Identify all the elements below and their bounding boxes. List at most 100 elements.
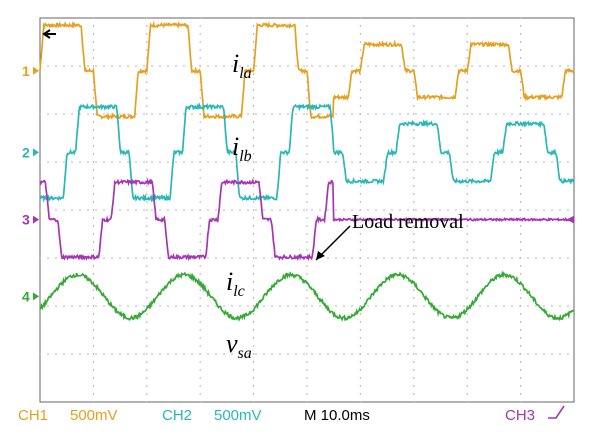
grid-dot: [263, 65, 265, 67]
grid-dot: [92, 209, 94, 211]
grid-dot: [159, 353, 161, 355]
grid-dot: [92, 345, 94, 347]
grid-dot: [511, 161, 513, 163]
grid-dot: [175, 113, 177, 115]
grid-dot: [253, 273, 255, 275]
grid-dot: [306, 241, 308, 243]
grid-dot: [520, 377, 522, 379]
grid-dot: [303, 305, 305, 307]
grid-dot: [71, 305, 73, 307]
grid-dot: [143, 65, 145, 67]
grid-dot: [39, 353, 41, 355]
trace-i-lc: [39, 178, 575, 262]
grid-dot: [359, 81, 361, 83]
grid-dot: [466, 73, 468, 75]
grid-dot: [146, 25, 148, 27]
grid-dot: [543, 113, 545, 115]
grid-dot: [199, 65, 201, 67]
grid-dot: [71, 161, 73, 163]
grid-dot: [167, 65, 169, 67]
grid-dot: [253, 233, 255, 235]
grid-dot: [303, 353, 305, 355]
grid-dot: [466, 41, 468, 43]
grid-dot: [92, 297, 94, 299]
grid-dot: [471, 161, 473, 163]
grid-dot: [55, 161, 57, 163]
grid-dot: [511, 113, 513, 115]
grid-dot: [183, 353, 185, 355]
grid-dot: [279, 209, 281, 211]
grid-dot: [551, 65, 553, 67]
grid-dot: [239, 353, 241, 355]
grid-dot: [146, 81, 148, 83]
grid-dot: [146, 121, 148, 123]
trace-label-i-la: ila: [232, 49, 252, 82]
grid-dot: [466, 289, 468, 291]
grid-dot: [146, 201, 148, 203]
grid-dot: [466, 337, 468, 339]
grid-dot: [413, 161, 415, 163]
grid-dot: [359, 41, 361, 43]
grid-dot: [520, 201, 522, 203]
grid-dot: [413, 209, 415, 211]
grid-dot: [466, 265, 468, 267]
grid-dot: [463, 113, 465, 115]
grid-dot: [423, 353, 425, 355]
grid-dot: [183, 209, 185, 211]
grid-dot: [253, 153, 255, 155]
grid-dot: [223, 305, 225, 307]
grid-dot: [146, 289, 148, 291]
grid-dot: [306, 329, 308, 331]
grid-dot: [551, 353, 553, 355]
grid-dot: [503, 209, 505, 211]
grid-dot: [92, 137, 94, 139]
grid-dot: [199, 345, 201, 347]
grid-dot: [92, 281, 94, 283]
grid-dot: [391, 209, 393, 211]
grid-dot: [253, 377, 255, 379]
grid-dot: [343, 113, 345, 115]
grid-dot: [567, 353, 569, 355]
grid-dot: [471, 209, 473, 211]
grid-dot: [223, 209, 225, 211]
grid-dot: [431, 257, 433, 259]
grid-dot: [367, 257, 369, 259]
grid-dot: [215, 257, 217, 259]
grid-dot: [359, 25, 361, 27]
ch2-name: CH2: [162, 407, 192, 424]
grid-dot: [520, 17, 522, 19]
grid-dot: [520, 393, 522, 395]
grid-dot: [306, 97, 308, 99]
grid-dot: [415, 305, 417, 307]
grid-dot: [535, 161, 537, 163]
grid-dot: [351, 113, 353, 115]
grid-dot: [415, 113, 417, 115]
grid-dot: [375, 113, 377, 115]
grid-dot: [306, 65, 308, 67]
trace-i-la: [39, 20, 575, 121]
grid-dot: [520, 321, 522, 323]
grid-dot: [55, 257, 57, 259]
grid-dot: [127, 161, 129, 163]
grid-dot: [253, 169, 255, 171]
grid-dot: [551, 161, 553, 163]
grid-dot: [255, 161, 257, 163]
grid-dot: [413, 273, 415, 275]
grid-dot: [391, 161, 393, 163]
grid-dot: [146, 57, 148, 59]
grid-dot: [146, 97, 148, 99]
grid-dot: [359, 177, 361, 179]
grid-dot: [559, 161, 561, 163]
grid-dot: [527, 65, 529, 67]
grid-dot: [199, 289, 201, 291]
status-bar: CH1 500mV CH2 500mV M 10.0ms CH3: [18, 405, 565, 424]
grid-dot: [399, 209, 401, 211]
grid-dot: [543, 353, 545, 355]
grid-dot: [253, 137, 255, 139]
grid-dot: [359, 337, 361, 339]
grid-dot: [199, 297, 201, 299]
grid-dot: [146, 209, 148, 211]
grid-dot: [146, 385, 148, 387]
grid-dot: [111, 161, 113, 163]
